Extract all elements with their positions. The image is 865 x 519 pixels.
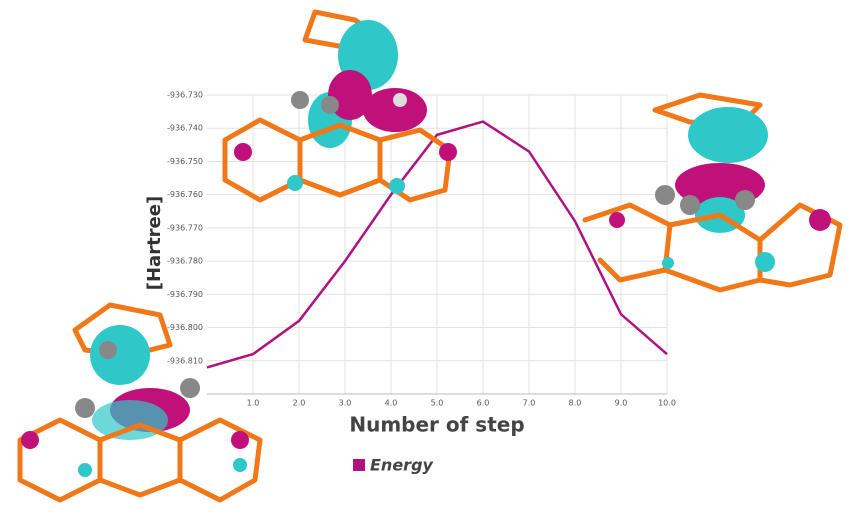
- x-tick-label: 6.0: [477, 399, 490, 408]
- y-tick-label: -936.750: [167, 157, 203, 166]
- legend-label: Energy: [370, 456, 434, 475]
- line: [206, 120, 668, 369]
- x-tick-label: 1.0: [247, 399, 260, 408]
- x-tick-label: 4.0: [385, 399, 398, 408]
- y-tick-label: -936.730: [167, 91, 203, 100]
- y-tick-label: -936.760: [167, 190, 203, 199]
- x-axis-title: Number of step: [349, 413, 524, 437]
- x-tick-label: 8.0: [569, 399, 582, 408]
- y-tick-label: -936.790: [167, 290, 203, 299]
- y-tick-label: -936.770: [167, 223, 203, 232]
- plot-area: -936.730 -936.740 -936.750 -936.760 -936.770…: [167, 91, 676, 408]
- x-tick-label: 10.0: [658, 399, 676, 408]
- x-tick-label: 2.0: [293, 399, 306, 408]
- y-tick-label: -936.810: [167, 356, 203, 365]
- y-tick-label: -936.740: [167, 124, 203, 133]
- legend-swatch: [353, 459, 365, 471]
- x-tick-label: 5.0: [431, 399, 444, 408]
- molecule-right: [582, 92, 843, 293]
- molecule-left: [17, 302, 263, 503]
- y-tick-label: -936.780: [167, 257, 203, 266]
- y-axis-title: [Hartree]: [144, 196, 165, 290]
- molecule-top: [222, 9, 457, 203]
- x-tick-label: 3.0: [339, 399, 352, 408]
- x-tick-label: 9.0: [615, 399, 628, 408]
- x-tick-label: 7.0: [523, 399, 536, 408]
- y-tick-label: -936.800: [167, 323, 203, 332]
